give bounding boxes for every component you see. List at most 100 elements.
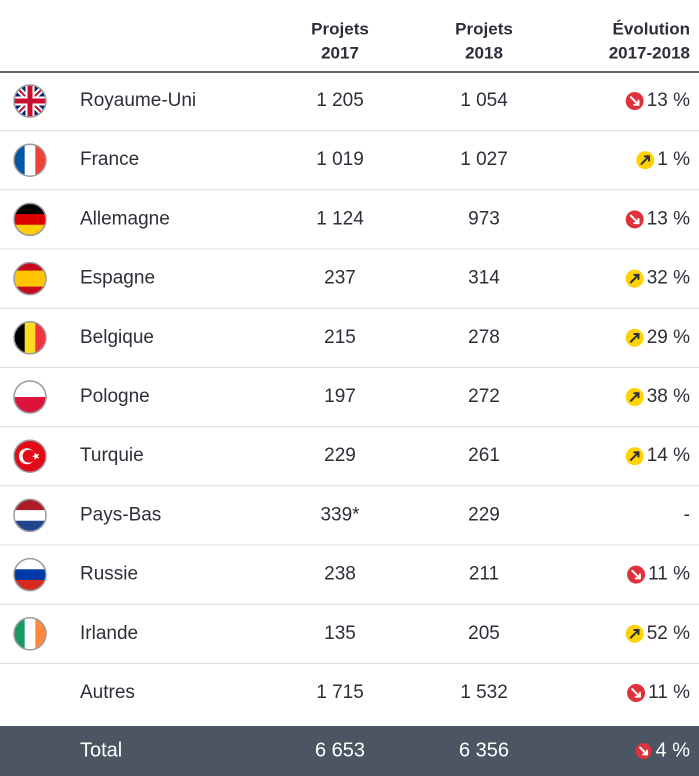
total-label: Total [80, 739, 122, 761]
flag-outline [13, 143, 47, 177]
flag [14, 558, 46, 591]
stripe [14, 278, 46, 288]
total-evolution: 4 % [656, 739, 691, 761]
flag-outline [13, 498, 47, 533]
flag-outline [13, 321, 47, 355]
evolution: 11 % [648, 564, 690, 585]
projects-2017: 238 [324, 564, 356, 585]
arrow [629, 451, 640, 461]
arrow [629, 333, 640, 343]
country: France [80, 149, 139, 170]
arrow [629, 96, 640, 106]
flag [14, 499, 46, 532]
country: Espagne [80, 268, 155, 289]
stripe [14, 286, 46, 295]
stripe [35, 617, 46, 650]
projects-2017: 135 [324, 623, 356, 644]
flag-outline [13, 380, 47, 414]
country: Allemagne [80, 208, 170, 229]
arrow [640, 155, 651, 165]
projects-2018: 229 [468, 504, 500, 525]
stripe [14, 510, 46, 522]
projects-2018: 1 532 [460, 682, 508, 703]
evolution: 29 % [647, 327, 690, 348]
projects-2018: 1 027 [460, 149, 508, 170]
flag [14, 85, 46, 117]
projects-2017: 197 [324, 386, 356, 407]
column-header: 2017-2018 [609, 43, 690, 62]
evolution: - [684, 504, 690, 525]
stripe [14, 262, 46, 272]
evolution: 1 % [657, 149, 690, 170]
stripe [14, 144, 26, 177]
arrow [629, 214, 640, 225]
evolution: 32 % [647, 268, 690, 289]
flag [14, 381, 46, 413]
column-header: 2018 [465, 43, 503, 62]
arrow [629, 273, 640, 284]
flag [14, 262, 46, 295]
arrow [631, 688, 641, 698]
projects-2018: 314 [468, 268, 500, 289]
projects-2018: 211 [469, 564, 499, 585]
flag-outline [13, 557, 47, 592]
crescent [22, 449, 36, 463]
projects-2018: 1 054 [460, 90, 508, 111]
stripe [14, 224, 46, 236]
stripe [14, 579, 46, 591]
stripe [14, 558, 46, 570]
evolution: 11 % [648, 682, 690, 703]
country: Pays-Bas [80, 504, 161, 525]
stripe [14, 617, 26, 650]
flag [14, 321, 46, 354]
flag-outline [13, 439, 47, 473]
cross [14, 85, 46, 117]
projects-2018: 261 [468, 445, 500, 466]
country: Royaume-Uni [80, 90, 196, 111]
arrow [631, 569, 641, 580]
projects-2017: 1 019 [316, 149, 364, 170]
projects-2017: 1 205 [316, 90, 364, 111]
flag [14, 440, 46, 473]
projects-2017: 215 [324, 327, 356, 348]
stripe [14, 321, 26, 354]
arrow [639, 746, 648, 756]
stripe [14, 214, 46, 226]
stripe [14, 569, 46, 581]
stripe [14, 499, 46, 511]
stripe [24, 144, 36, 177]
total-band [0, 726, 699, 776]
evolution: 38 % [647, 386, 690, 407]
total-2017: 6 653 [315, 739, 365, 761]
stripe [14, 381, 46, 398]
flag [14, 617, 46, 650]
flag-outline [13, 617, 47, 651]
country: Belgique [80, 327, 154, 348]
stripe [24, 321, 36, 354]
stripe [14, 270, 46, 280]
stripe [14, 397, 46, 413]
flag [14, 203, 46, 236]
country: Autres [80, 682, 135, 703]
stripe [24, 617, 36, 650]
projects-2017: 237 [324, 268, 356, 289]
projects-2017: 339* [320, 504, 360, 525]
flag [14, 144, 46, 177]
evolution: 52 % [647, 623, 690, 644]
country: Turquie [80, 445, 144, 466]
column-header: Évolution [613, 19, 690, 38]
projects-2018: 272 [468, 386, 500, 407]
flag-outline [13, 84, 47, 118]
projects-2017: 229 [324, 445, 356, 466]
stripe [35, 144, 46, 177]
projects-2017: 1 715 [316, 682, 364, 703]
country: Pologne [80, 386, 150, 407]
projects-2018: 973 [468, 208, 500, 229]
evolution: 13 % [647, 90, 690, 111]
country: Irlande [80, 623, 138, 644]
flag-outline [13, 261, 47, 296]
projects-2018: 278 [468, 327, 500, 348]
stripe [35, 321, 46, 354]
column-header: Projets [311, 19, 369, 38]
